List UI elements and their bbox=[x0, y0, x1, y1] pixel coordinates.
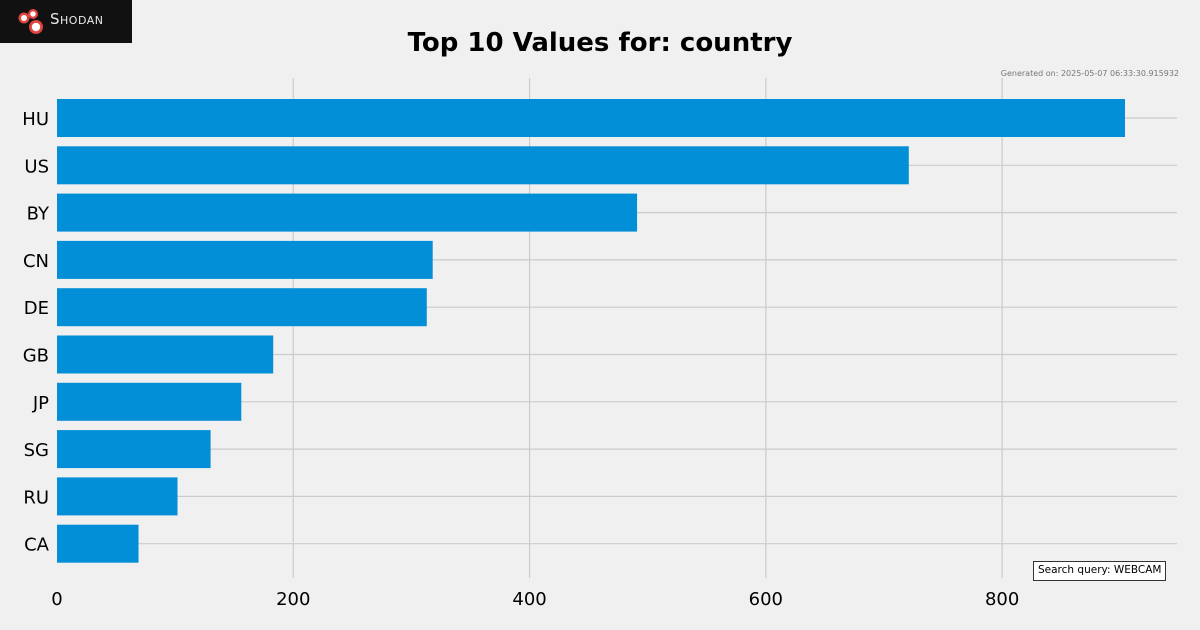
bar-by bbox=[57, 193, 638, 232]
generated-timestamp: Generated on: 2025-05-07 06:33:30.915932 bbox=[1000, 69, 1179, 78]
y-tick-label: GB bbox=[23, 346, 49, 367]
shodan-logo-icon bbox=[18, 9, 43, 34]
x-tick-label: 0 bbox=[51, 589, 62, 610]
y-tick-label: US bbox=[24, 156, 49, 177]
y-tick-label: JP bbox=[32, 393, 49, 414]
y-tick-label: DE bbox=[24, 298, 49, 319]
bar-jp bbox=[57, 382, 242, 421]
y-tick-label: HU bbox=[22, 109, 49, 130]
x-tick-label: 800 bbox=[985, 589, 1019, 610]
y-tick-label: BY bbox=[27, 204, 50, 225]
y-tick-label: CA bbox=[24, 535, 50, 556]
bar-hu bbox=[57, 99, 1125, 137]
chart-title: Top 10 Values for: country bbox=[407, 28, 793, 58]
y-tick-label: RU bbox=[23, 487, 49, 508]
y-tick-label: SG bbox=[24, 440, 49, 461]
bar-us bbox=[57, 146, 909, 185]
bar-ca bbox=[57, 524, 139, 563]
bar-gb bbox=[57, 335, 274, 374]
search-query-label: Search query: WEBCAM bbox=[1033, 561, 1167, 581]
shodan-logo: Shodan bbox=[0, 0, 132, 43]
x-tick-label: 200 bbox=[276, 589, 310, 610]
logo-text: Shodan bbox=[50, 10, 104, 28]
bar-ru bbox=[57, 477, 178, 516]
x-tick-label: 600 bbox=[749, 589, 783, 610]
x-tick-label: 400 bbox=[512, 589, 546, 610]
bar-sg bbox=[57, 430, 211, 469]
bar-cn bbox=[57, 240, 433, 279]
y-tick-label: CN bbox=[23, 251, 49, 272]
bar-de bbox=[57, 288, 427, 327]
